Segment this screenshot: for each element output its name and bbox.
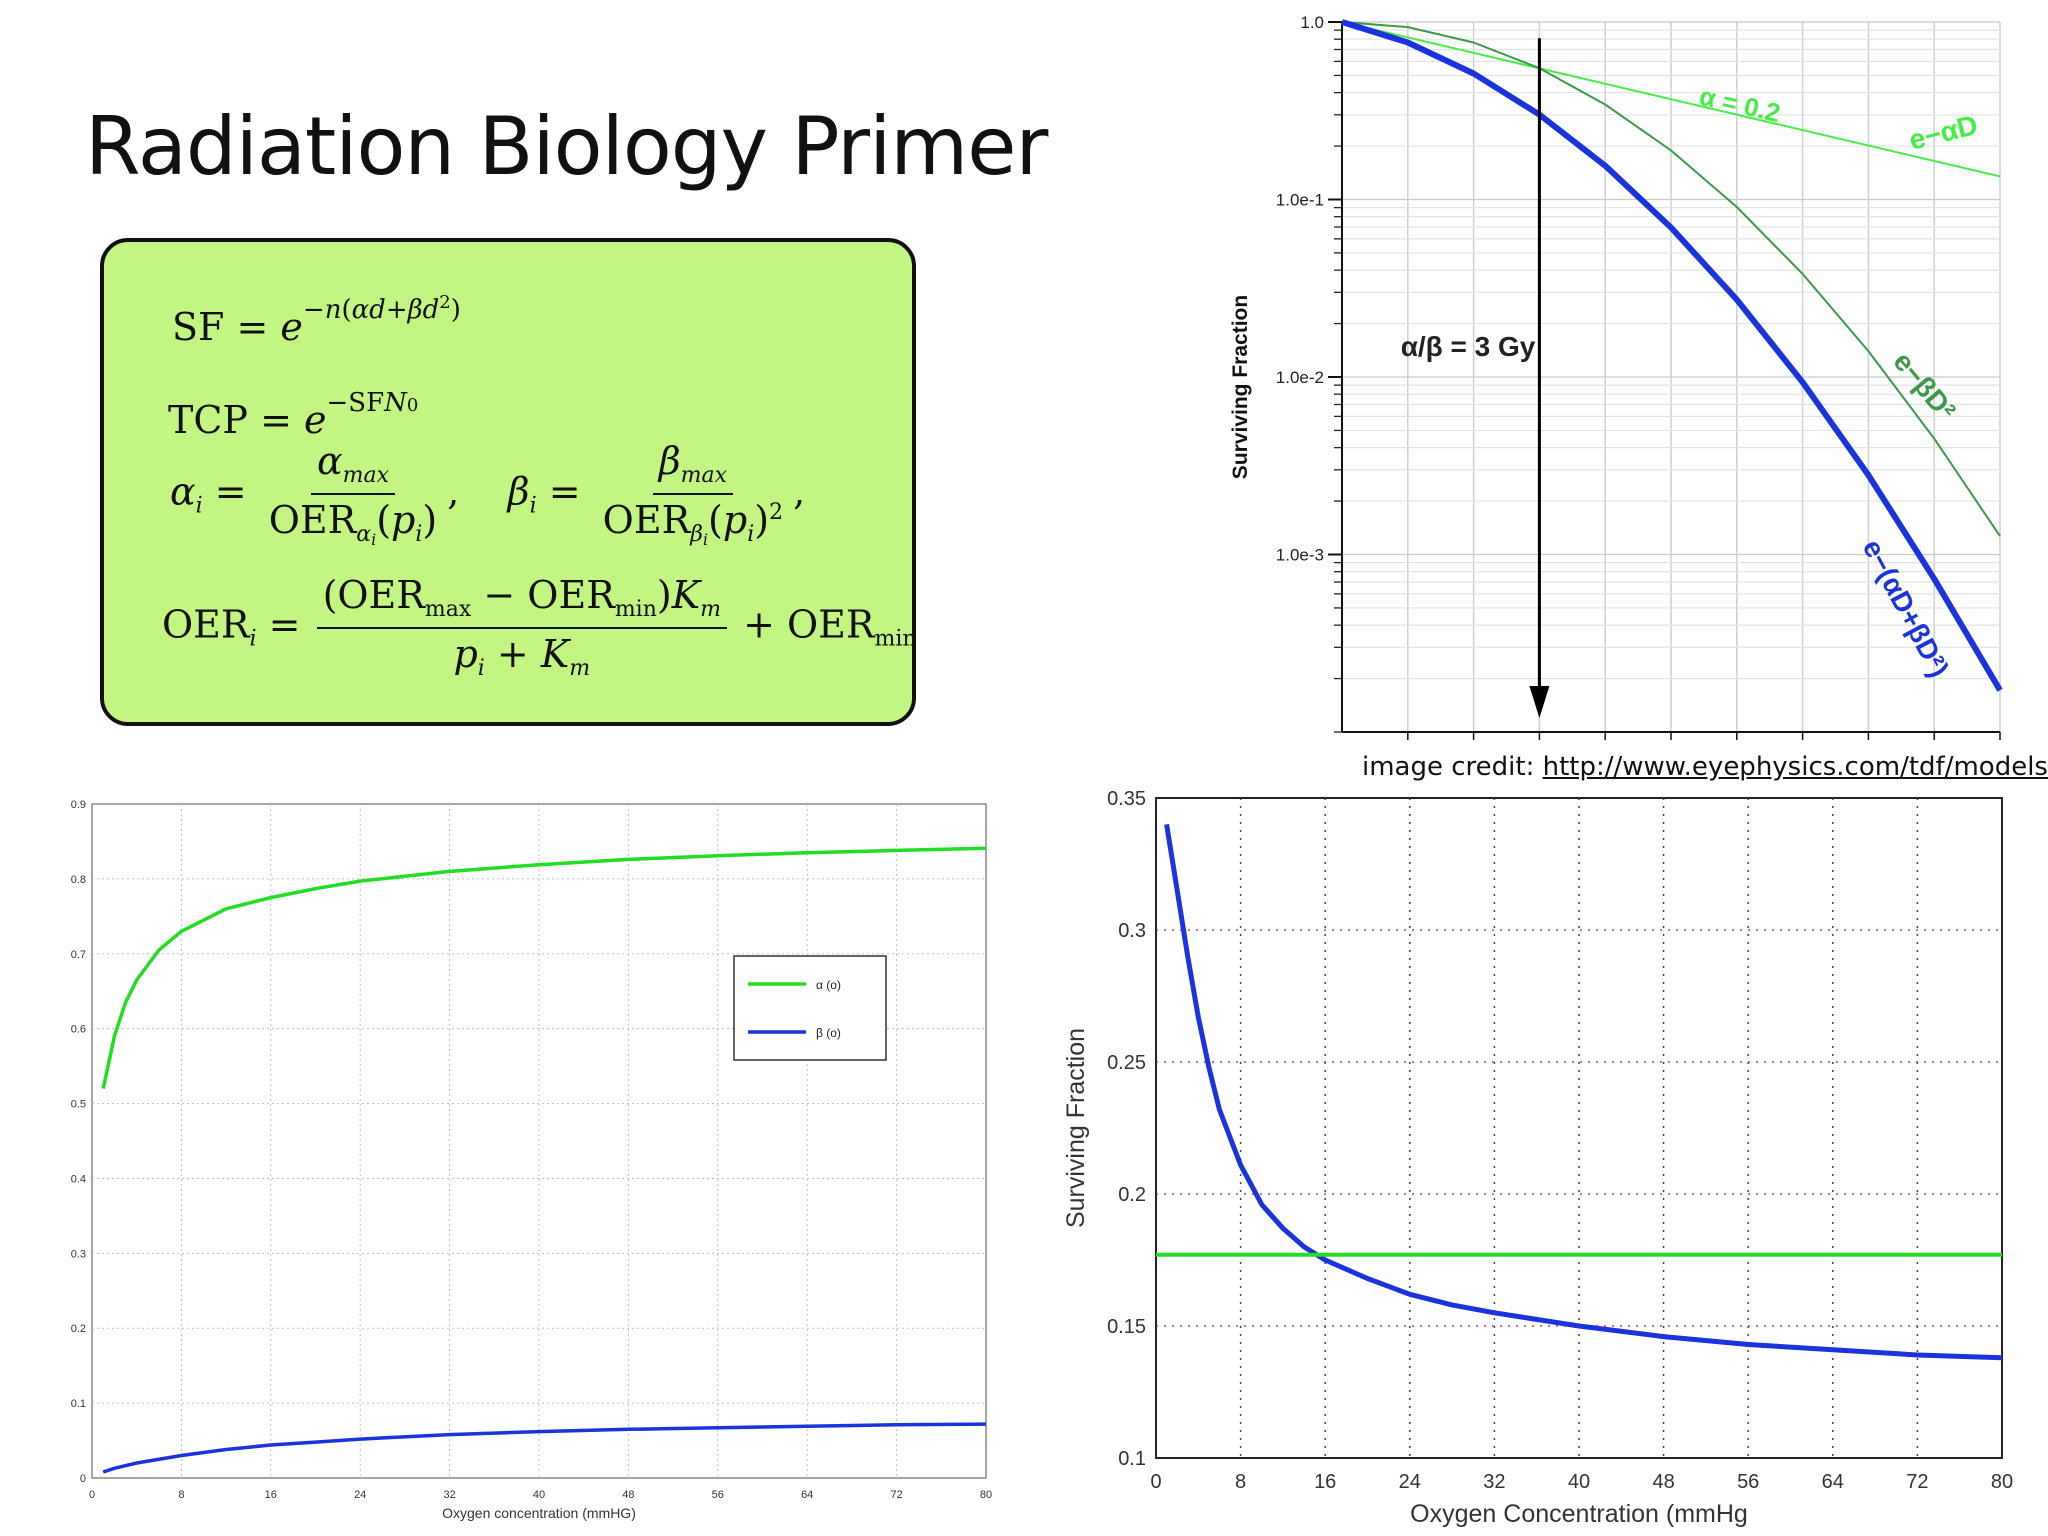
x-tick-label: 24 (1399, 1471, 1421, 1493)
x-tick-label: 16 (1314, 1471, 1336, 1493)
credit-link[interactable]: http://www.eyephysics.com/tdf/models.htm (1542, 752, 2048, 782)
x-tick-label: 48 (622, 1489, 634, 1501)
plot-area (1155, 797, 2003, 1459)
alpha-beta-chart: 0 8 16 24 32 40 48 56 64 72 80 0 0.1 0.2 0.3 0.4 0.5 0.6 0… (71, 799, 992, 1521)
x-tick-label: 56 (1737, 1471, 1759, 1493)
series-line-3 (1341, 19, 2003, 692)
y-tick-label: 0.1 (1118, 1448, 1146, 1470)
x-tick-label: 16 (265, 1489, 277, 1501)
y-axis-label: Surviving Fraction (1062, 1028, 1090, 1228)
sf-label: SF (172, 305, 225, 349)
x-tick-label: 32 (1483, 1471, 1505, 1493)
x-tick-label: 72 (1906, 1471, 1928, 1493)
legend-label: α (o) (816, 978, 841, 992)
series-line-1 (101, 846, 987, 1089)
x-tick-label: 32 (443, 1489, 455, 1501)
x-tick-label: 48 (1652, 1471, 1674, 1493)
ratio-annotation: α/β = 3 Gy (1401, 331, 1536, 362)
legend-label: β (o) (816, 1026, 841, 1040)
x-tick-label: 8 (1235, 1471, 1246, 1493)
series-line-2 (102, 1422, 987, 1474)
alpha-beta-equation: αi = αmax OERαi(pi), βi = βmax OERβi(pi)2, (170, 439, 806, 549)
x-tick-label: 24 (354, 1489, 366, 1501)
x-tick-label: 8 (178, 1489, 184, 1501)
tcp-label: TCP (168, 398, 248, 442)
y-tick-label: 0.15 (1107, 1316, 1146, 1338)
series-line-2 (1341, 21, 2001, 537)
y-tick-label: 0.3 (1118, 920, 1146, 942)
y-tick-label: 0.8 (71, 874, 86, 886)
y-axis-label: Surviving Fraction (1229, 295, 1252, 479)
x-tick-label: 0 (1150, 1471, 1161, 1493)
alpha-annotation: α = 0.2 (1697, 81, 1783, 129)
oer-label: OER (162, 602, 250, 647)
y-tick-label: 0.3 (71, 1248, 86, 1260)
equation-box: SF = e−n(αd+βd2) TCP = e−SFN0 αi = αmax O… (100, 238, 917, 726)
x-tick-label: 40 (533, 1489, 545, 1501)
y-tick-label: 0.2 (1118, 1184, 1146, 1206)
x-tick-label: 56 (712, 1489, 724, 1501)
x-tick-label: 72 (890, 1489, 902, 1501)
y-tick-label: 0.7 (71, 949, 86, 961)
y-tick-label: 0.4 (71, 1173, 86, 1185)
y-tick-label: 1.0e-1 (1276, 191, 1324, 210)
y-tick-label: 0 (80, 1473, 86, 1485)
x-tick-label: 64 (1822, 1471, 1844, 1493)
slide-title: Radiation Biology Primer (85, 100, 1048, 193)
x-tick-label: 64 (801, 1489, 813, 1501)
series-label-2: e−βD² (1887, 346, 1961, 426)
y-tick-label: 0.25 (1107, 1052, 1146, 1074)
y-tick-label: 0.2 (71, 1323, 86, 1335)
sf-oxygen-chart: 0 8 16 24 32 40 48 56 64 72 80 0.1 0.15 0.2 0.25 0.3 0.3… (1062, 788, 2013, 1528)
series-line-1 (1164, 824, 2003, 1361)
y-tick-label: 0.6 (71, 1024, 86, 1036)
image-credit: image credit: http://www.eyephysics.com/… (1362, 752, 2048, 782)
y-tick-label: 0.9 (71, 799, 86, 811)
sf-equation: SF = e−n(αd+βd2) (172, 292, 461, 349)
oer-equation: OERi = (OERmax − OERmin)Km pi + Km + OERm… (162, 573, 917, 681)
y-tick-label: 1.0e-3 (1276, 546, 1324, 565)
y-tick-label: 0.35 (1107, 788, 1146, 810)
y-tick-label: 1.0 (1300, 13, 1324, 32)
series-line-1 (1341, 21, 2001, 178)
x-axis-label: Oxygen concentration (mmHG) (442, 1505, 636, 1521)
legend-box (733, 955, 887, 1061)
y-tick-label: 0.5 (71, 1099, 86, 1111)
x-tick-label: 80 (980, 1489, 992, 1501)
x-tick-label: 0 (89, 1489, 95, 1501)
x-tick-label: 80 (1991, 1471, 2013, 1493)
tcp-equation: TCP = e−SFN0 (168, 388, 419, 442)
x-tick-label: 40 (1568, 1471, 1590, 1493)
y-tick-label: 1.0e-2 (1276, 368, 1324, 387)
y-tick-label: 0.1 (71, 1398, 86, 1410)
credit-prefix: image credit: (1362, 752, 1535, 782)
series-label-1: e−αD (1906, 109, 1981, 156)
arrow-head (1529, 686, 1550, 718)
x-axis-label: Oxygen Concentration (mmHg (1410, 1500, 1748, 1528)
